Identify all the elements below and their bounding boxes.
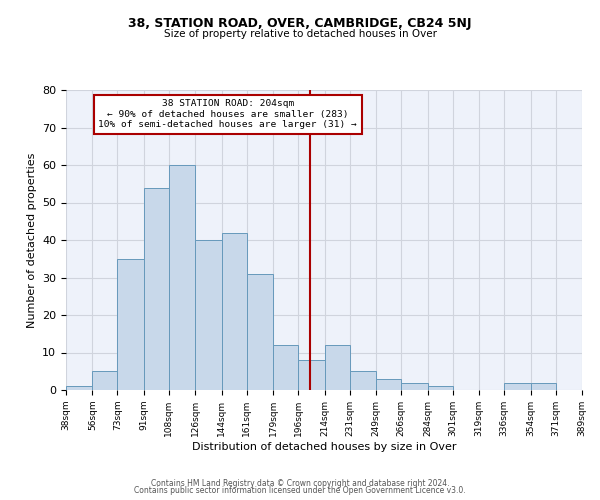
Bar xyxy=(144,188,169,390)
Text: 38, STATION ROAD, OVER, CAMBRIDGE, CB24 5NJ: 38, STATION ROAD, OVER, CAMBRIDGE, CB24 … xyxy=(128,18,472,30)
Bar xyxy=(169,165,196,390)
Text: Contains HM Land Registry data © Crown copyright and database right 2024.: Contains HM Land Registry data © Crown c… xyxy=(151,478,449,488)
Bar xyxy=(247,274,273,390)
Y-axis label: Number of detached properties: Number of detached properties xyxy=(26,152,37,328)
Bar xyxy=(504,382,530,390)
Text: Contains public sector information licensed under the Open Government Licence v3: Contains public sector information licen… xyxy=(134,486,466,495)
X-axis label: Distribution of detached houses by size in Over: Distribution of detached houses by size … xyxy=(192,442,456,452)
Bar xyxy=(298,360,325,390)
Bar xyxy=(530,382,556,390)
Bar xyxy=(92,371,118,390)
Bar xyxy=(196,240,222,390)
Bar xyxy=(273,345,298,390)
Bar xyxy=(66,386,92,390)
Text: 38 STATION ROAD: 204sqm
← 90% of detached houses are smaller (283)
10% of semi-d: 38 STATION ROAD: 204sqm ← 90% of detache… xyxy=(98,100,357,129)
Text: Size of property relative to detached houses in Over: Size of property relative to detached ho… xyxy=(163,29,437,39)
Bar xyxy=(401,382,428,390)
Bar xyxy=(118,259,144,390)
Bar xyxy=(376,379,401,390)
Bar xyxy=(350,371,376,390)
Bar xyxy=(428,386,452,390)
Bar xyxy=(222,232,247,390)
Bar xyxy=(325,345,350,390)
